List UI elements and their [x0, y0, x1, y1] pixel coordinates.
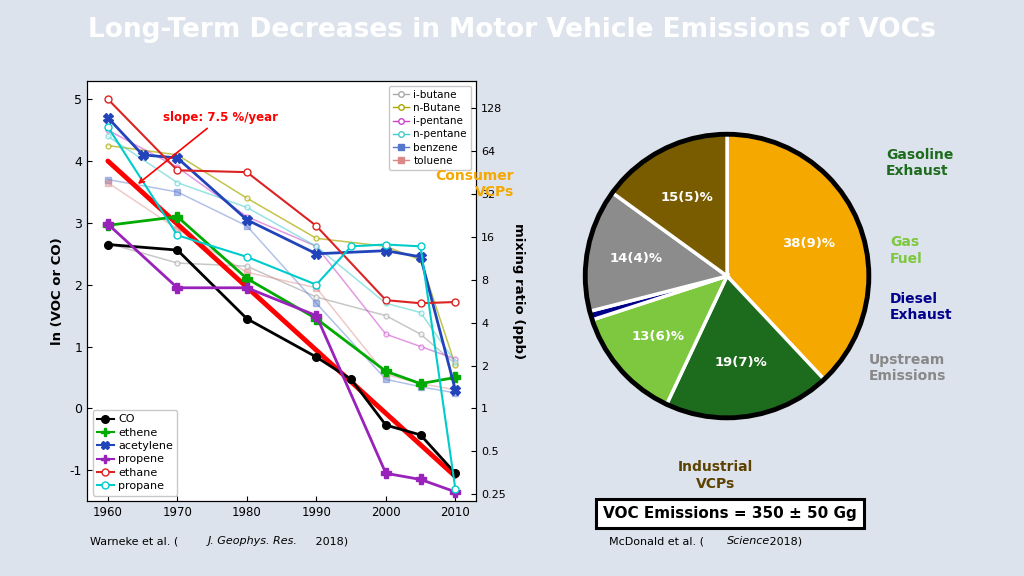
- Y-axis label: ln (VOC or CO): ln (VOC or CO): [51, 237, 65, 345]
- Text: Consumer
VCPs: Consumer VCPs: [436, 169, 514, 199]
- Text: 15(5)%: 15(5)%: [660, 191, 714, 204]
- Text: Industrial
VCPs: Industrial VCPs: [678, 460, 754, 491]
- Text: slope: 7.5 %/year: slope: 7.5 %/year: [139, 111, 279, 183]
- Text: Science: Science: [727, 536, 770, 546]
- Wedge shape: [667, 276, 824, 418]
- Text: 2018): 2018): [312, 536, 348, 546]
- Text: VOC Emissions = 350 ± 50 Gg: VOC Emissions = 350 ± 50 Gg: [603, 506, 857, 521]
- Text: J. Geophys. Res.: J. Geophys. Res.: [208, 536, 298, 546]
- Wedge shape: [592, 276, 727, 404]
- Text: 13(6)%: 13(6)%: [632, 331, 684, 343]
- Y-axis label: mixing ratio (ppb): mixing ratio (ppb): [512, 223, 525, 359]
- Text: Diesel
Exhaust: Diesel Exhaust: [890, 292, 952, 323]
- Text: McDonald et al. (: McDonald et al. (: [609, 536, 705, 546]
- Legend: CO, ethene, acetylene, propene, ethane, propane: CO, ethene, acetylene, propene, ethane, …: [92, 410, 177, 495]
- Text: Gas
Fuel: Gas Fuel: [890, 236, 923, 266]
- Wedge shape: [590, 276, 727, 320]
- Text: 19(7)%: 19(7)%: [715, 357, 767, 369]
- Wedge shape: [612, 134, 727, 276]
- Text: Warneke et al. (: Warneke et al. (: [90, 536, 178, 546]
- Wedge shape: [727, 134, 868, 380]
- Wedge shape: [586, 193, 727, 311]
- Text: 2018): 2018): [766, 536, 802, 546]
- Text: Long-Term Decreases in Motor Vehicle Emissions of VOCs: Long-Term Decreases in Motor Vehicle Emi…: [88, 17, 936, 43]
- Text: Upstream
Emissions: Upstream Emissions: [868, 353, 946, 383]
- Text: 38(9)%: 38(9)%: [782, 237, 836, 250]
- Text: Gasoline
Exhaust: Gasoline Exhaust: [886, 147, 953, 178]
- Text: 14(4)%: 14(4)%: [610, 252, 663, 266]
